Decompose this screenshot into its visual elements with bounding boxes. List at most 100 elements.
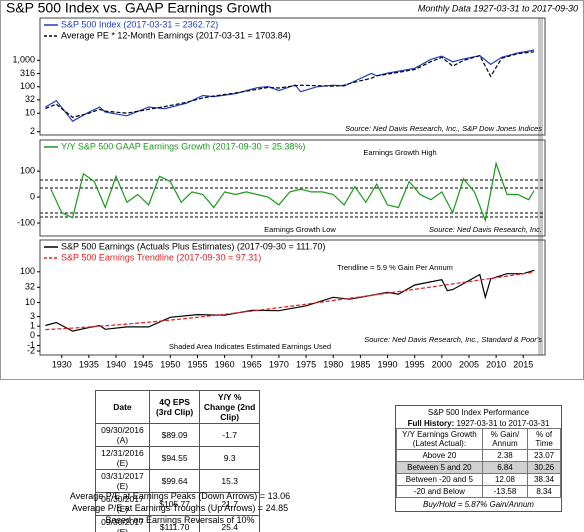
perf-history: Full History: 1927-03-31 to 2017-03-31	[396, 419, 561, 428]
y-tick-label: -1	[27, 340, 35, 350]
note: Average P/E at Earnings Peaks (Down Arro…	[69, 491, 291, 501]
row: 09/30/2017 (E) $111.70 25.4	[95, 515, 260, 532]
x-tick-label: 1940	[106, 359, 126, 369]
history-label: Full History:	[407, 419, 455, 428]
cell: 06/30/2017 (E)	[95, 492, 150, 516]
cell: Between -20 and 5	[396, 473, 483, 486]
cell: 23.07	[527, 449, 561, 462]
x-tick-label: 1975	[296, 359, 316, 369]
notes: Average P/E at Earnings Peaks (Down Arro…	[60, 490, 300, 526]
cell: 9.3	[199, 446, 260, 470]
x-tick-label: 2015	[513, 359, 533, 369]
y-tick-label: 3	[30, 311, 35, 321]
x-tick-label: 1995	[405, 359, 425, 369]
y-tick-label: 32	[25, 282, 35, 292]
row: 09/30/2016 (A) $89.09 -1.7	[95, 423, 260, 447]
cell: Above 20	[396, 449, 483, 462]
note: Based on Earnings Reversals of 10%	[105, 515, 255, 525]
cell: 38.34	[527, 473, 561, 486]
cell: $111.70	[148, 515, 201, 532]
panel-frame	[39, 239, 546, 356]
x-tick-label: 1945	[133, 359, 153, 369]
cell: 15.3	[199, 469, 260, 493]
cell: 12.08	[481, 473, 529, 486]
y-tick-label: 2	[30, 126, 35, 136]
annotation: Earnings Growth Low	[264, 225, 336, 234]
cell: 09/30/2016 (A)	[95, 423, 150, 447]
series-line	[45, 49, 535, 122]
panel-frame	[39, 139, 546, 237]
chart-title: S&P 500 Index vs. GAAP Earnings Growth	[6, 0, 272, 16]
header-row: Y/Y Earnings Growth (Latest Actual):% Ga…	[396, 428, 561, 450]
row: Above 20 2.38 23.07	[396, 449, 561, 462]
legend-label: Average PE * 12-Month Earnings (2017-03-…	[61, 30, 291, 40]
legend-label: Y/Y S&P 500 GAAP Earnings Growth (2017-0…	[61, 141, 305, 151]
cell: $99.64	[148, 469, 201, 493]
perf-grid: Y/Y Earnings Growth (Latest Actual):% Ga…	[396, 428, 561, 498]
cell: 30.26	[527, 461, 561, 474]
header-cell: Y/Y Earnings Growth (Latest Actual):	[396, 428, 483, 450]
row: 03/31/2017 (E) $99.64 15.3	[95, 469, 260, 493]
cell: 8.34	[527, 485, 561, 498]
x-tick-label: 1955	[187, 359, 207, 369]
row: Between 5 and 20 6.84 30.26	[396, 461, 561, 474]
perf-title: S&P 500 Index Performance	[427, 408, 530, 417]
cell: -1.7	[199, 423, 260, 447]
y-tick-label: 316	[20, 68, 35, 78]
cell: 2.38	[481, 449, 529, 462]
perf-footer: Buy/Hold = 5.87% Gain/Annum	[423, 500, 534, 509]
cell: Between 5 and 20	[396, 461, 483, 474]
annotation: Source: Ned Davis Research, Inc., Standa…	[364, 335, 542, 344]
header-cell: % Gain/ Annum	[481, 428, 529, 450]
cell: -20 and Below	[396, 485, 483, 498]
x-tick-label: 2005	[459, 359, 479, 369]
header-cell: 4Q EPS (3rd Clip)	[148, 390, 201, 424]
cell: -13.58	[481, 485, 529, 498]
y-tick-label: 100	[20, 266, 35, 276]
note: Average P/E at Earnings Troughs (Up Arro…	[71, 503, 289, 513]
x-tick-label: 1960	[215, 359, 235, 369]
series-line	[45, 271, 535, 331]
legend-label: S&P 500 Earnings Trendline (2017-09-30 =…	[61, 252, 261, 262]
series-line	[45, 51, 535, 118]
frame	[0, 0, 584, 380]
x-tick-label: 1980	[323, 359, 343, 369]
chart-subtitle: Monthly Data 1927-03-31 to 2017-09-30	[418, 3, 578, 13]
y-tick-label: -100	[17, 217, 35, 227]
y-tick-label: 100	[20, 81, 35, 91]
y-tick-label: 100	[20, 166, 35, 176]
y-tick-label: 10	[25, 297, 35, 307]
y-tick-label: 1	[30, 321, 35, 331]
cell: 12/31/2016 (E)	[95, 446, 150, 470]
cell: 25.4	[199, 515, 260, 532]
annotation: Source: Ned Davis Research, Inc.	[429, 225, 542, 234]
series-line	[50, 161, 535, 223]
y-tick-label: 10	[25, 108, 35, 118]
y-tick-label: 32	[25, 94, 35, 104]
x-tick-label: 1990	[378, 359, 398, 369]
cell: 21.7	[199, 492, 260, 516]
series-line	[45, 269, 535, 332]
x-tick-label: 1970	[269, 359, 289, 369]
x-tick-label: 2010	[486, 359, 506, 369]
row: -20 and Below -13.58 8.34	[396, 485, 561, 498]
x-tick-label: 1985	[350, 359, 370, 369]
row: Between -20 and 5 12.08 38.34	[396, 473, 561, 486]
x-tick-label: 1930	[52, 359, 72, 369]
history-range: 1927-03-31 to 2017-03-31	[456, 419, 550, 428]
header-cell: % of Time	[527, 428, 561, 450]
cell: 6.84	[481, 461, 529, 474]
performance-table: S&P 500 Index Performance Full History: 1…	[395, 405, 562, 512]
x-tick-label: 1935	[79, 359, 99, 369]
legend-label: S&P 500 Index (2017-03-31 = 2362.72)	[61, 19, 218, 29]
cell: $94.55	[148, 446, 201, 470]
row: 12/31/2016 (E) $94.55 9.3	[95, 446, 260, 470]
cell: $89.09	[148, 423, 201, 447]
annotation: Source: Ned Davis Research, Inc., S&P Do…	[345, 124, 542, 133]
annotation: Earnings Growth High	[363, 148, 436, 157]
annotation: Trendline = 5.9 % Gain Per Annum	[337, 263, 453, 272]
y-tick-label: 0	[30, 330, 35, 340]
estimate-shade	[538, 18, 543, 355]
legend-label: S&P 500 Earnings (Actuals Plus Estimates…	[61, 241, 325, 251]
